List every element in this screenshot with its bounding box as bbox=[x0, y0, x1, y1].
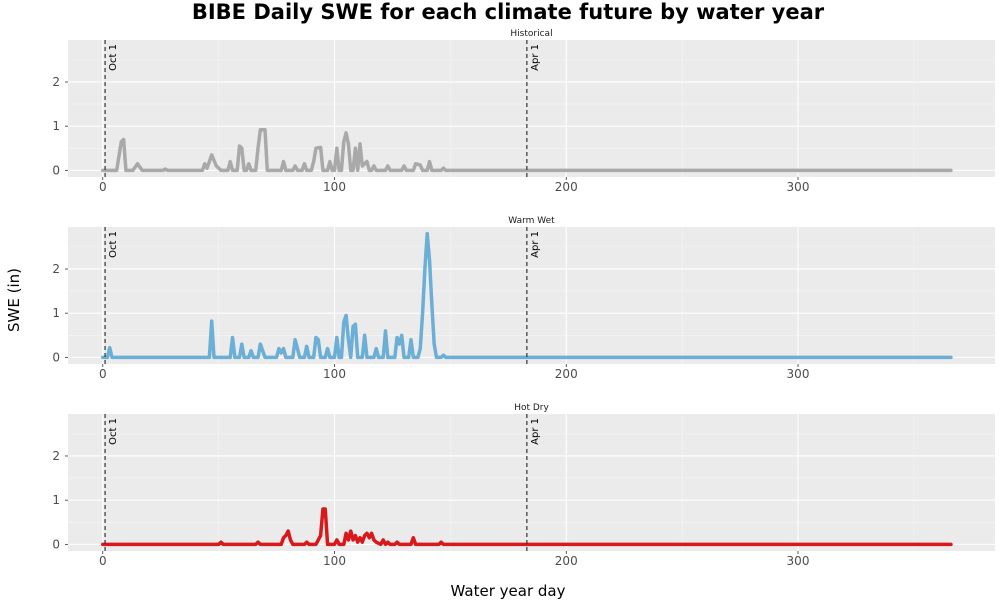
x-tick-label: 200 bbox=[555, 367, 578, 381]
facet-panel: Warm Wet 0 1 2 0 100 200 300 Oct 1 Apr 1 bbox=[52, 216, 995, 381]
panel-strip-label: Hot Dry bbox=[514, 403, 549, 413]
facet-panel: Historical 0 1 2 0 100 200 300 Oct 1 Apr 1 bbox=[52, 29, 995, 194]
panel-background bbox=[68, 227, 995, 364]
y-tick-label: 0 bbox=[52, 537, 60, 551]
reference-line-label: Oct 1 bbox=[108, 231, 119, 258]
x-tick-label: 100 bbox=[323, 554, 346, 568]
swe-series-line bbox=[101, 231, 953, 360]
y-tick-label: 2 bbox=[52, 449, 60, 463]
x-tick-label: 300 bbox=[787, 554, 810, 568]
y-tick-label: 0 bbox=[52, 350, 60, 364]
y-tick-label: 0 bbox=[52, 163, 60, 177]
y-tick-label: 2 bbox=[52, 262, 60, 276]
reference-line-label: Oct 1 bbox=[108, 418, 119, 445]
chart-title: BIBE Daily SWE for each climate future b… bbox=[192, 0, 825, 24]
y-tick-label: 1 bbox=[52, 306, 60, 320]
x-tick-label: 100 bbox=[323, 180, 346, 194]
x-tick-label: 200 bbox=[555, 180, 578, 194]
x-tick-label: 0 bbox=[99, 180, 107, 194]
y-tick-label: 2 bbox=[52, 75, 60, 89]
x-tick-label: 200 bbox=[555, 554, 578, 568]
y-tick-label: 1 bbox=[52, 119, 60, 133]
x-axis-title: Water year day bbox=[451, 582, 566, 600]
reference-line-label: Apr 1 bbox=[530, 44, 541, 71]
reference-line-label: Apr 1 bbox=[530, 418, 541, 445]
y-tick-label: 1 bbox=[52, 493, 60, 507]
swe-series-line bbox=[101, 127, 953, 173]
x-tick-label: 0 bbox=[99, 554, 107, 568]
swe-series-line bbox=[101, 507, 953, 547]
panel-strip-label: Warm Wet bbox=[508, 216, 555, 226]
reference-line-label: Apr 1 bbox=[530, 231, 541, 258]
panel-background bbox=[68, 40, 995, 177]
panel-background bbox=[68, 414, 995, 551]
reference-line-label: Oct 1 bbox=[108, 44, 119, 71]
panel-strip-label: Historical bbox=[510, 29, 552, 39]
x-tick-label: 0 bbox=[99, 367, 107, 381]
x-tick-label: 300 bbox=[787, 180, 810, 194]
facet-panel: Hot Dry 0 1 2 0 100 200 300 Oct 1 Apr 1 bbox=[52, 403, 995, 568]
y-axis-title: SWE (in) bbox=[5, 268, 23, 332]
x-tick-label: 100 bbox=[323, 367, 346, 381]
x-tick-label: 300 bbox=[787, 367, 810, 381]
